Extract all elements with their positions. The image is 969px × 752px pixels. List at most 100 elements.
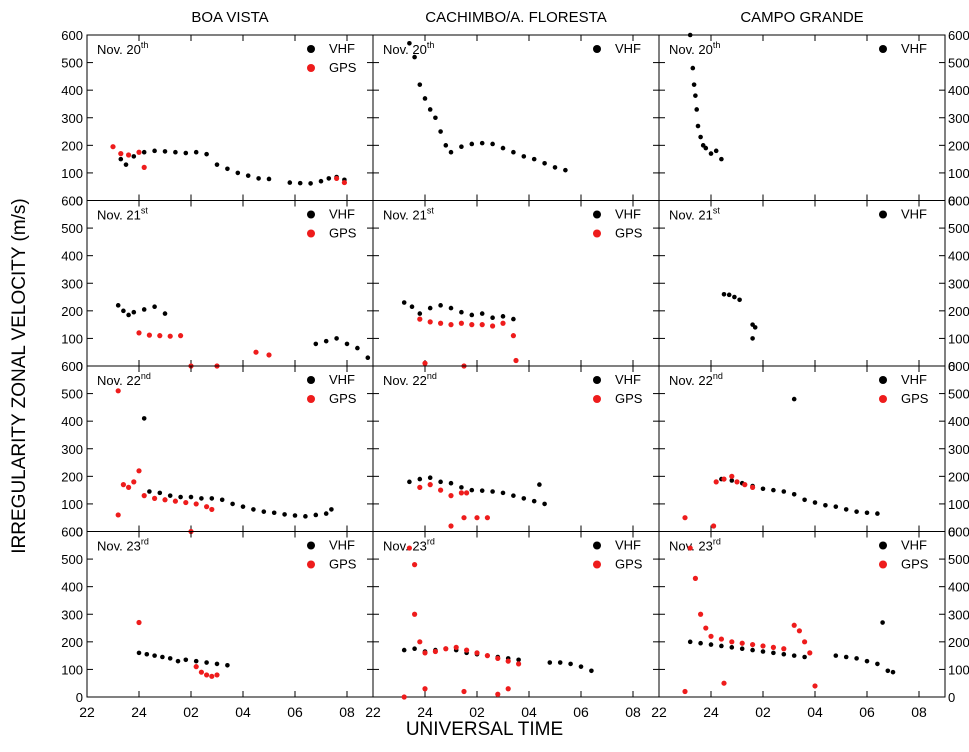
vhf-point (438, 303, 443, 308)
gps-point (464, 490, 470, 496)
vhf-point (443, 143, 449, 148)
gps-point (484, 515, 490, 521)
date-prefix: Nov. 20 (383, 42, 427, 57)
vhf-point (791, 653, 797, 658)
y-tick-label-left: 600 (61, 525, 83, 540)
gps-point (126, 152, 132, 158)
gps-point (461, 688, 467, 695)
vhf-point (147, 489, 152, 494)
y-tick-label-right: 400 (948, 83, 969, 98)
x-tick-label: 04 (807, 704, 823, 720)
vhf-point (271, 510, 277, 516)
vhf-point (521, 154, 527, 159)
panel-0-2: Nov. 20th VHF 600 500 400 300 200 100 0 (658, 28, 969, 209)
vhf-point (864, 510, 870, 516)
gps-point (516, 661, 522, 667)
y-tick-label-left: 500 (61, 552, 83, 567)
gps-point (110, 144, 116, 150)
gps-point (479, 322, 485, 328)
panel-2-1: Nov. 22nd VHF GPS (372, 365, 660, 532)
vhf-point (521, 496, 527, 501)
vhf-point (802, 497, 807, 503)
panel-0-0: Nov. 20th VHF GPS 600 500 400 300 200 100 0 (61, 28, 374, 209)
y-tick-label-right: 100 (948, 331, 969, 346)
vhf-point (537, 482, 542, 487)
gps-point (802, 639, 808, 645)
vhf-point (479, 488, 485, 493)
legend-marker-gps (307, 560, 315, 569)
vhf-point (737, 297, 742, 303)
y-tick-label-right: 500 (948, 221, 969, 236)
gps-point (682, 515, 688, 521)
gps-point (136, 468, 142, 474)
gps-point (469, 322, 475, 328)
vhf-point (719, 156, 724, 162)
gps-point (422, 650, 428, 656)
y-tick-label-left: 300 (61, 111, 83, 126)
legend-marker-gps (593, 229, 601, 238)
legend-marker-vhf (879, 541, 887, 550)
y-tick-label-left: 500 (61, 56, 83, 71)
vhf-point (427, 305, 433, 311)
vhf-point (438, 129, 443, 134)
vhf-point (313, 512, 319, 518)
vhf-point (703, 145, 709, 151)
panel-date-label: Nov. 21st (383, 206, 434, 223)
legend-marker-vhf (879, 376, 887, 384)
vhf-point (427, 475, 433, 481)
vhf-point (500, 490, 506, 496)
vhf-point (199, 496, 204, 501)
vhf-point (160, 654, 165, 660)
vhf-point (490, 489, 495, 494)
gps-point (448, 322, 454, 328)
gps-point (495, 655, 501, 661)
panel-date-label: Nov. 21st (97, 206, 148, 223)
legend-marker-vhf (593, 376, 601, 384)
x-tick-label: 24 (703, 704, 719, 720)
vhf-point (760, 649, 766, 654)
y-tick-label-right: 400 (948, 580, 969, 595)
panel-date-label: Nov. 22nd (669, 371, 723, 388)
legend-marker-vhf (879, 210, 887, 219)
y-tick-label-left: 0 (76, 525, 83, 540)
legend-marker-vhf (307, 45, 315, 53)
legend-label-gps: GPS (615, 391, 643, 406)
vhf-point (880, 620, 885, 625)
vhf-point (578, 664, 584, 669)
vhf-point (235, 170, 241, 176)
vhf-point (752, 325, 758, 330)
vhf-point (459, 144, 464, 150)
vhf-point (448, 305, 454, 311)
date-ordinal-suffix: st (141, 206, 149, 216)
vhf-point (791, 396, 797, 402)
vhf-point (694, 107, 699, 112)
gps-point (760, 643, 766, 649)
x-tick-label: 24 (131, 704, 147, 720)
vhf-point (209, 496, 215, 501)
vhf-point (854, 656, 859, 661)
x-tick-label: 06 (573, 704, 589, 720)
vhf-point (719, 643, 724, 649)
y-tick-label-right: 300 (948, 111, 969, 126)
vhf-point (204, 151, 209, 157)
panel-frame (658, 200, 946, 367)
vhf-point (791, 491, 797, 497)
gps-point (438, 487, 444, 493)
vhf-point (781, 651, 787, 657)
vhf-point (193, 149, 199, 155)
vhf-point (282, 512, 287, 517)
vhf-point (141, 149, 147, 155)
vhf-point (589, 668, 594, 674)
vhf-point (771, 650, 776, 656)
vhf-point (412, 54, 417, 60)
date-ordinal-suffix: nd (141, 371, 151, 381)
y-tick-label-left: 500 (61, 387, 83, 402)
y-tick-label-left: 100 (61, 497, 83, 512)
date-prefix: Nov. 21 (383, 208, 427, 223)
vhf-point (500, 145, 506, 151)
legend-label-gps: GPS (329, 60, 357, 75)
vhf-point (162, 149, 168, 154)
x-tick-label: 08 (339, 704, 355, 720)
gps-point (750, 484, 756, 490)
vhf-point (417, 476, 423, 482)
